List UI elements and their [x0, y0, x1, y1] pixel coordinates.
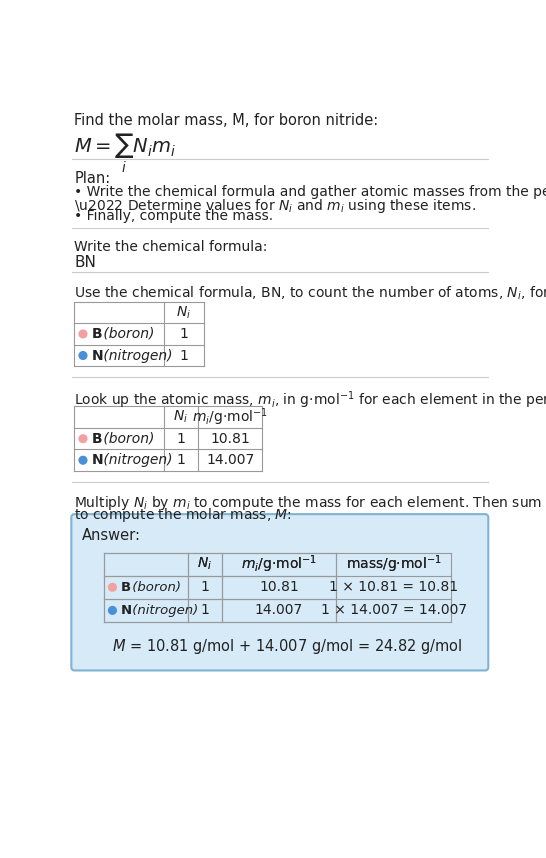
Text: • Finally, compute the mass.: • Finally, compute the mass.: [74, 209, 274, 223]
Text: (boron): (boron): [128, 581, 181, 594]
Text: 1 × 14.007 = 14.007: 1 × 14.007 = 14.007: [321, 603, 467, 618]
Text: (nitrogen): (nitrogen): [99, 453, 173, 468]
Text: N: N: [92, 453, 103, 468]
Text: $m_i$/g$\cdot$mol$^{-1}$: $m_i$/g$\cdot$mol$^{-1}$: [192, 407, 268, 428]
Text: Answer:: Answer:: [82, 528, 141, 543]
Circle shape: [109, 583, 116, 591]
FancyBboxPatch shape: [72, 514, 488, 670]
Text: (boron): (boron): [99, 432, 155, 445]
Text: B: B: [121, 581, 131, 594]
Text: $m_i$/g$\cdot$mol$^{-1}$: $m_i$/g$\cdot$mol$^{-1}$: [241, 553, 317, 575]
Circle shape: [79, 435, 87, 443]
Circle shape: [79, 456, 87, 464]
Text: Plan:: Plan:: [74, 172, 111, 186]
Text: 10.81: 10.81: [259, 580, 299, 595]
Text: $M$ = 10.81 g/mol + 14.007 g/mol = 24.82 g/mol: $M$ = 10.81 g/mol + 14.007 g/mol = 24.82…: [111, 637, 462, 656]
Text: 1: 1: [200, 603, 209, 618]
Text: Look up the atomic mass, $m_i$, in g$\cdot$mol$^{-1}$ for each element in the pe: Look up the atomic mass, $m_i$, in g$\cd…: [74, 390, 546, 411]
Text: Use the chemical formula, BN, to count the number of atoms, $N_i$, for each elem: Use the chemical formula, BN, to count t…: [74, 285, 546, 302]
Text: N: N: [92, 348, 103, 363]
Text: Multiply $N_i$ by $m_i$ to compute the mass for each element. Then sum those val: Multiply $N_i$ by $m_i$ to compute the m…: [74, 494, 546, 512]
Text: 1 × 10.81 = 10.81: 1 × 10.81 = 10.81: [329, 580, 458, 595]
Text: $N_i$: $N_i$: [197, 556, 212, 572]
Text: 14.007: 14.007: [206, 453, 254, 468]
Text: 1: 1: [176, 432, 186, 445]
Text: 14.007: 14.007: [255, 603, 303, 618]
Text: mass/g$\cdot$mol$^{-1}$: mass/g$\cdot$mol$^{-1}$: [346, 553, 442, 575]
Text: BN: BN: [74, 256, 96, 270]
Text: (nitrogen): (nitrogen): [99, 348, 173, 363]
Text: B: B: [92, 327, 102, 341]
Text: $m_i$/g$\cdot$mol$^{-1}$: $m_i$/g$\cdot$mol$^{-1}$: [241, 553, 317, 575]
Text: mass/g$\cdot$mol$^{-1}$: mass/g$\cdot$mol$^{-1}$: [346, 553, 442, 575]
Text: $N_i$: $N_i$: [176, 305, 191, 321]
Text: Find the molar mass, M, for boron nitride:: Find the molar mass, M, for boron nitrid…: [74, 113, 379, 128]
Text: $N_i$: $N_i$: [197, 556, 212, 572]
Text: Write the chemical formula:: Write the chemical formula:: [74, 240, 268, 254]
Text: B: B: [92, 432, 102, 445]
Text: $M = \sum_i N_i m_i$: $M = \sum_i N_i m_i$: [74, 131, 176, 174]
Text: 1: 1: [200, 580, 209, 595]
Text: N: N: [121, 604, 132, 617]
Circle shape: [79, 330, 87, 338]
Text: \u2022 Determine values for $N_i$ and $m_i$ using these items.: \u2022 Determine values for $N_i$ and $m…: [74, 196, 477, 214]
Circle shape: [109, 607, 116, 614]
Text: to compute the molar mass, $M$:: to compute the molar mass, $M$:: [74, 506, 292, 524]
Text: • Write the chemical formula and gather atomic masses from the periodic table.: • Write the chemical formula and gather …: [74, 184, 546, 198]
Text: 1: 1: [179, 327, 188, 341]
Text: 1: 1: [176, 453, 186, 468]
Text: $N_i$: $N_i$: [174, 409, 188, 426]
Text: 10.81: 10.81: [210, 432, 250, 445]
Text: (nitrogen): (nitrogen): [128, 604, 198, 617]
Text: (boron): (boron): [99, 327, 155, 341]
Circle shape: [79, 352, 87, 360]
Text: 1: 1: [179, 348, 188, 363]
